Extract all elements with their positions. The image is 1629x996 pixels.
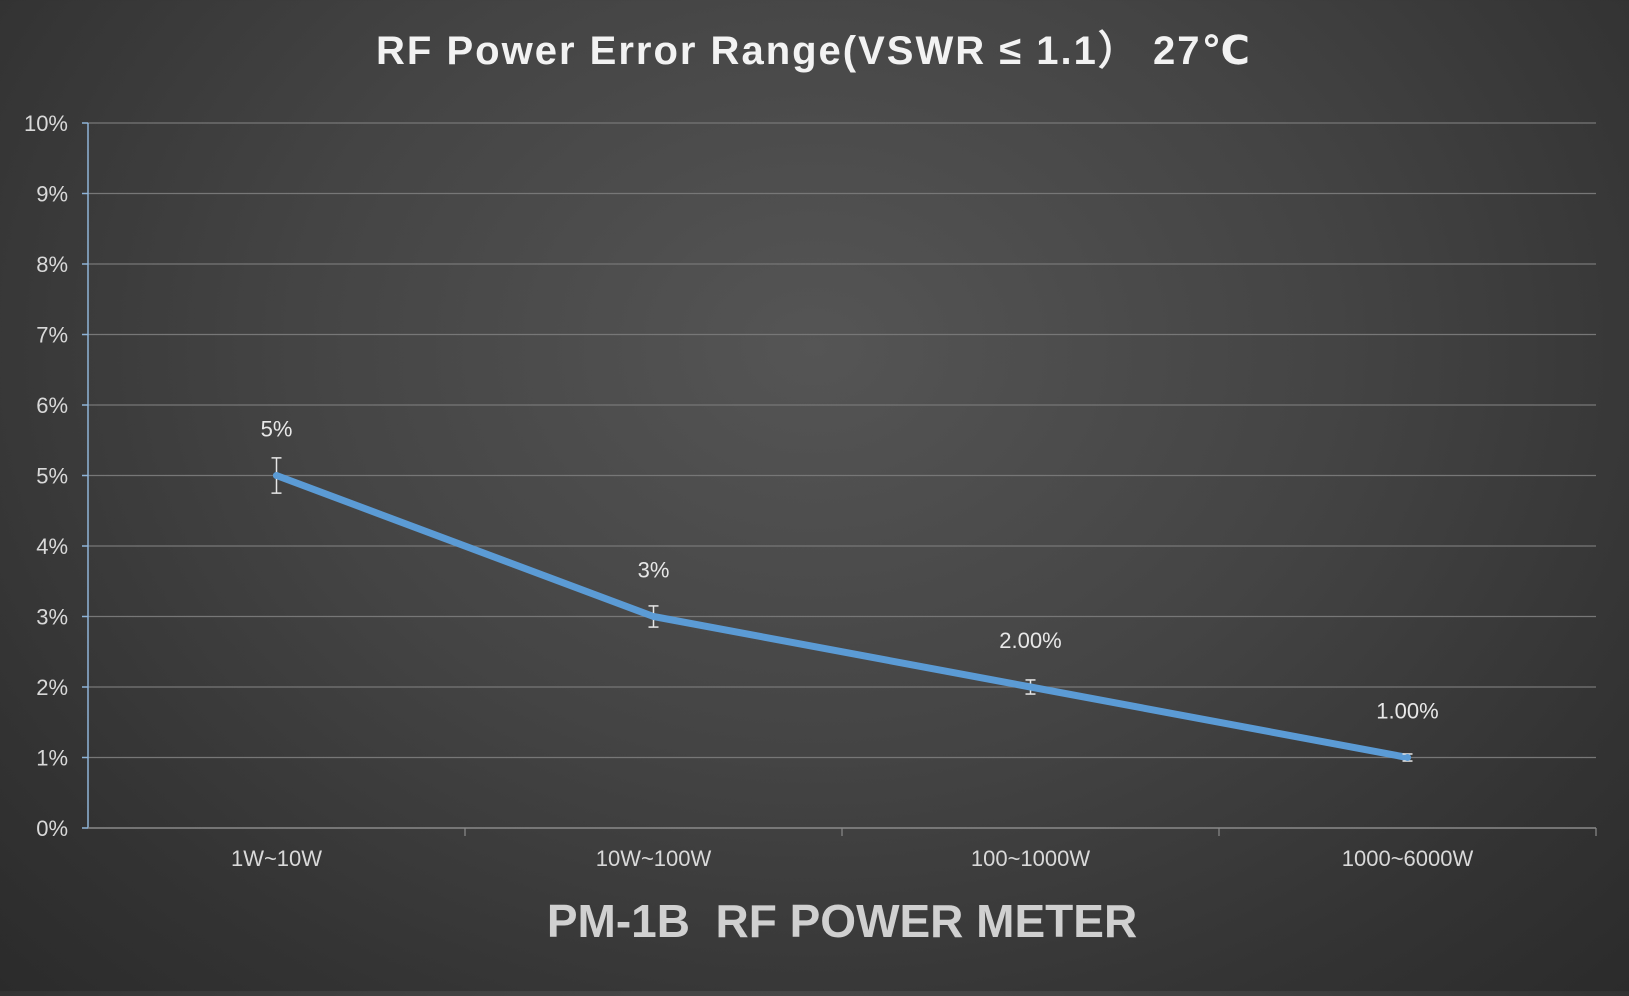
grid-lines	[88, 122, 1596, 759]
y-tick-label: 8%	[36, 252, 68, 277]
x-tick-label: 10W~100W	[596, 846, 712, 871]
x-tick-label: 1W~10W	[231, 846, 322, 871]
chart-title: RF Power Error Range(VSWR ≤ 1.1） 27℃	[376, 29, 1252, 73]
data-labels: 5% 3% 2.00% 1.00%	[261, 417, 1439, 724]
y-tick-label: 0%	[36, 816, 68, 841]
y-tick-label: 9%	[36, 182, 68, 207]
x-tick-label: 100~1000W	[971, 846, 1090, 871]
data-point	[273, 472, 280, 479]
y-tick-label: 2%	[36, 675, 68, 700]
data-label: 3%	[638, 558, 670, 583]
x-tick-label: 1000~6000W	[1342, 846, 1474, 871]
series-layer	[271, 457, 1413, 762]
y-tick-label: 3%	[36, 605, 68, 630]
y-tick-label: 5%	[36, 464, 68, 489]
x-tick-labels: 1W~10W 10W~100W 100~1000W 1000~6000W	[231, 846, 1474, 871]
x-axis-title: PM-1B RF POWER METER	[547, 895, 1137, 947]
y-tick-label: 7%	[36, 323, 68, 348]
y-tick-label: 4%	[36, 534, 68, 559]
data-label: 1.00%	[1376, 699, 1438, 724]
y-tick-labels: 0% 1% 2% 3% 4% 5% 6% 7% 8% 9% 10%	[24, 111, 68, 841]
data-label: 5%	[261, 417, 293, 442]
data-label: 2.00%	[999, 628, 1061, 653]
data-point	[650, 613, 657, 620]
axes	[82, 122, 1597, 836]
series-line	[273, 472, 1411, 761]
data-point	[1404, 754, 1411, 761]
y-tick-label: 10%	[24, 111, 68, 136]
y-tick-label: 6%	[36, 393, 68, 418]
data-point	[1027, 683, 1034, 691]
y-tick-label: 1%	[36, 746, 68, 771]
